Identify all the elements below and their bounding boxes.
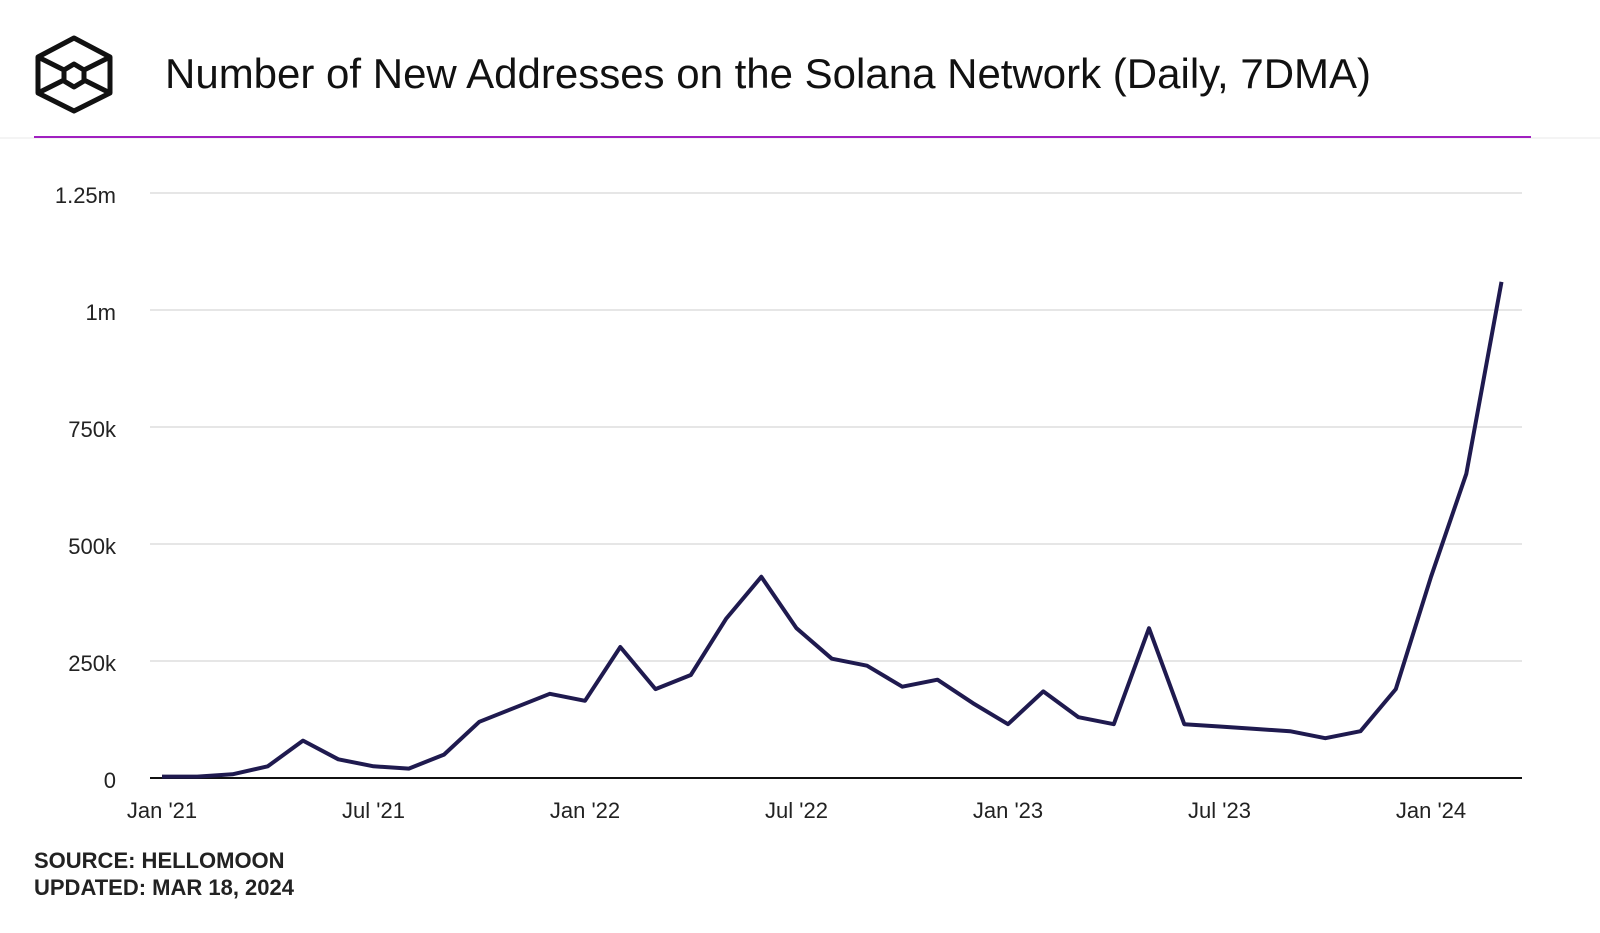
x-tick-label: Jul '22: [765, 798, 828, 823]
y-tick-label: 500k: [68, 534, 117, 559]
x-tick-label: Jan '22: [550, 798, 620, 823]
y-tick-label: 0: [104, 768, 116, 793]
x-tick-label: Jul '21: [342, 798, 405, 823]
y-tick-label: 750k: [68, 417, 117, 442]
logo: [35, 35, 113, 114]
x-tick-label: Jan '23: [973, 798, 1043, 823]
y-tick-label: 1m: [85, 300, 116, 325]
x-tick-label: Jul '23: [1188, 798, 1251, 823]
x-tick-label: Jan '21: [127, 798, 197, 823]
line-series: [162, 281, 1504, 779]
updated: UPDATED: MAR 18, 2024: [34, 875, 295, 900]
source: SOURCE: HELLOMOON: [34, 848, 285, 873]
x-tick-label: Jan '24: [1396, 798, 1466, 823]
y-tick-label: 250k: [68, 651, 117, 676]
chart-title: Number of New Addresses on the Solana Ne…: [165, 50, 1371, 97]
y-tick-label: 1.25m: [55, 183, 116, 208]
